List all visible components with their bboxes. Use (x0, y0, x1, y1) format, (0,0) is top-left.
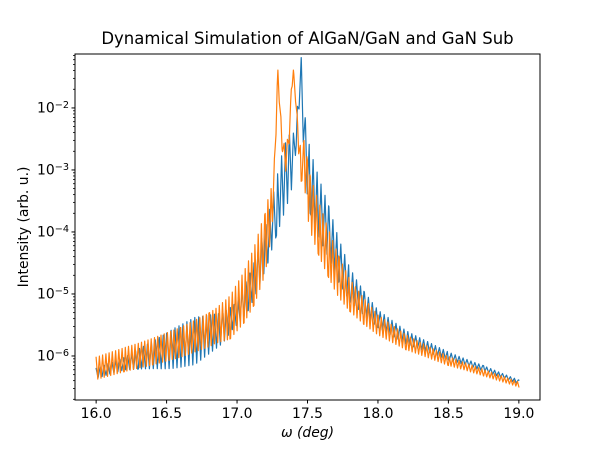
curve-algan-gan (95, 69, 520, 388)
x-tick-label: 17.5 (292, 406, 323, 422)
plot-area (75, 54, 540, 400)
x-axis-label: ω (deg) (281, 425, 334, 441)
x-tick-label: 16.0 (81, 406, 112, 422)
chart-title: Dynamical Simulation of AlGaN/GaN and Ga… (101, 29, 513, 48)
curves-group (95, 57, 520, 388)
x-tick-label: 18.5 (433, 406, 464, 422)
x-tick-label: 19.0 (503, 406, 534, 422)
x-tick-label: 17.0 (222, 406, 253, 422)
x-tick-label: 18.0 (362, 406, 393, 422)
y-axis-label: Intensity (arb. u.) (16, 167, 32, 288)
x-tick-label: 16.5 (151, 406, 182, 422)
